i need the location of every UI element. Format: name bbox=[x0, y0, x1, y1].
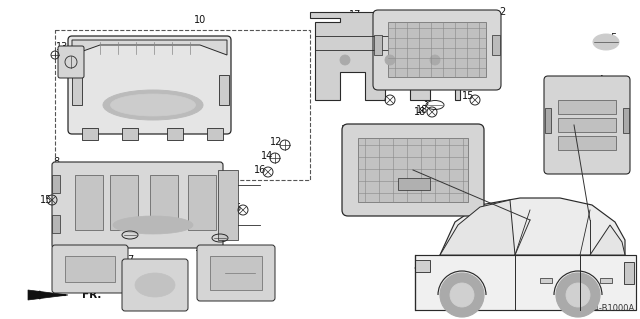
Bar bbox=[600, 278, 612, 283]
Bar bbox=[167, 128, 183, 140]
Bar bbox=[374, 35, 382, 55]
Bar bbox=[545, 108, 551, 133]
Text: 4: 4 bbox=[598, 75, 604, 85]
Ellipse shape bbox=[103, 90, 203, 120]
Text: 12: 12 bbox=[270, 137, 282, 147]
Text: 16: 16 bbox=[254, 165, 266, 175]
Text: 15: 15 bbox=[374, 91, 386, 101]
Bar bbox=[65, 256, 115, 282]
Text: 2: 2 bbox=[499, 7, 505, 17]
FancyBboxPatch shape bbox=[544, 76, 630, 174]
Bar bbox=[558, 136, 616, 150]
Bar bbox=[558, 100, 616, 114]
Bar bbox=[358, 138, 468, 202]
FancyBboxPatch shape bbox=[373, 10, 501, 90]
Polygon shape bbox=[440, 198, 625, 255]
FancyBboxPatch shape bbox=[52, 162, 223, 248]
Circle shape bbox=[340, 55, 350, 65]
FancyBboxPatch shape bbox=[52, 245, 128, 293]
Text: 7: 7 bbox=[127, 255, 133, 265]
Ellipse shape bbox=[135, 273, 175, 297]
Polygon shape bbox=[440, 200, 515, 255]
Text: 15: 15 bbox=[230, 203, 242, 213]
Circle shape bbox=[556, 273, 600, 317]
Text: 6: 6 bbox=[52, 245, 58, 255]
Text: 18: 18 bbox=[414, 107, 426, 117]
Bar bbox=[52, 175, 60, 193]
Bar bbox=[110, 175, 138, 230]
Bar bbox=[415, 260, 430, 272]
Bar bbox=[75, 175, 103, 230]
Bar bbox=[558, 118, 616, 132]
Bar bbox=[388, 22, 486, 77]
Text: 15: 15 bbox=[40, 195, 52, 205]
FancyBboxPatch shape bbox=[197, 245, 275, 301]
Text: 5: 5 bbox=[610, 33, 616, 43]
Circle shape bbox=[450, 283, 474, 307]
Bar bbox=[72, 75, 82, 105]
Text: 9: 9 bbox=[194, 243, 200, 253]
Bar bbox=[82, 128, 98, 140]
Circle shape bbox=[566, 283, 590, 307]
Text: 3: 3 bbox=[115, 227, 121, 237]
Text: 11: 11 bbox=[70, 42, 82, 52]
Text: 17: 17 bbox=[349, 10, 361, 20]
FancyBboxPatch shape bbox=[342, 124, 484, 216]
Polygon shape bbox=[72, 40, 227, 55]
FancyBboxPatch shape bbox=[122, 259, 188, 311]
Bar bbox=[540, 278, 552, 283]
Text: 10: 10 bbox=[194, 15, 206, 25]
Ellipse shape bbox=[593, 34, 619, 50]
Polygon shape bbox=[310, 12, 460, 100]
Text: 18: 18 bbox=[416, 105, 428, 115]
Polygon shape bbox=[28, 290, 68, 300]
Circle shape bbox=[440, 273, 484, 317]
Bar bbox=[207, 128, 223, 140]
Text: 8: 8 bbox=[53, 157, 59, 167]
Bar bbox=[150, 175, 178, 230]
Ellipse shape bbox=[111, 94, 195, 116]
Bar bbox=[623, 108, 629, 133]
Bar bbox=[122, 128, 138, 140]
Bar bbox=[492, 35, 500, 55]
Text: 3: 3 bbox=[422, 98, 428, 108]
Text: 15: 15 bbox=[462, 91, 474, 101]
Text: 3: 3 bbox=[207, 230, 213, 240]
Polygon shape bbox=[415, 255, 636, 310]
Bar bbox=[52, 215, 60, 233]
Bar bbox=[188, 175, 216, 230]
Text: FR.: FR. bbox=[82, 290, 101, 300]
FancyBboxPatch shape bbox=[68, 36, 231, 134]
Bar bbox=[398, 178, 430, 190]
Bar bbox=[219, 75, 229, 105]
Bar bbox=[210, 256, 262, 290]
Text: 14: 14 bbox=[261, 151, 273, 161]
Circle shape bbox=[385, 55, 395, 65]
Text: 13: 13 bbox=[56, 42, 68, 52]
Polygon shape bbox=[590, 225, 625, 255]
FancyBboxPatch shape bbox=[58, 46, 84, 78]
Text: SDR4-B1000A: SDR4-B1000A bbox=[577, 304, 635, 313]
Bar bbox=[218, 170, 238, 240]
Bar bbox=[55, 30, 310, 180]
Text: 1: 1 bbox=[341, 125, 347, 135]
Ellipse shape bbox=[113, 216, 193, 234]
Circle shape bbox=[430, 55, 440, 65]
Bar bbox=[624, 262, 634, 284]
